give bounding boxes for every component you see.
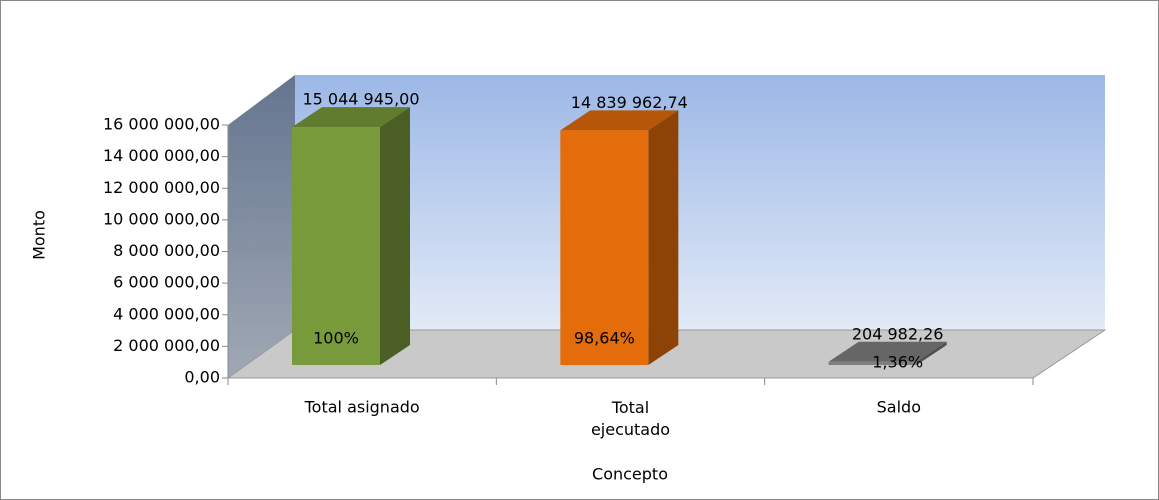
side-wall [228, 75, 295, 378]
y-tick-label: 6 000 000,00 [113, 273, 220, 292]
bar [560, 130, 649, 365]
back-wall [295, 75, 1105, 330]
value-label: 204 982,26 [852, 324, 944, 343]
bar-top [292, 107, 410, 128]
bar [828, 361, 917, 365]
bar-side [648, 110, 679, 366]
bar [292, 127, 380, 365]
y-tick-label: 10 000 000,00 [103, 209, 220, 228]
value-label: 15 044 945,00 [302, 90, 419, 109]
x-axis-label: Concepto [592, 465, 668, 484]
percentage-label: 98,64% [574, 329, 635, 348]
bar-side [380, 107, 410, 365]
percentage-label: 1,36% [872, 352, 923, 371]
x-tick-label: Saldo [877, 398, 921, 417]
y-tick-label: 14 000 000,00 [103, 146, 220, 165]
y-axis-label: Monto [30, 210, 49, 260]
percentage-label: 100% [313, 329, 359, 348]
bar-top [828, 341, 947, 362]
y-tick-label: 2 000 000,00 [113, 336, 220, 355]
x-tick-label: Total ejecutado [591, 398, 670, 439]
y-tick-label: 4 000 000,00 [113, 304, 220, 323]
y-tick-label: 0,00 [184, 368, 220, 387]
y-tick-label: 16 000 000,00 [103, 115, 220, 134]
bar-top [560, 110, 679, 131]
x-tick-label: Total asignado [304, 398, 420, 417]
y-tick-label: 8 000 000,00 [113, 241, 220, 260]
value-label: 14 839 962,74 [571, 93, 688, 112]
y-tick-label: 12 000 000,00 [103, 178, 220, 197]
bar-side [916, 341, 947, 365]
